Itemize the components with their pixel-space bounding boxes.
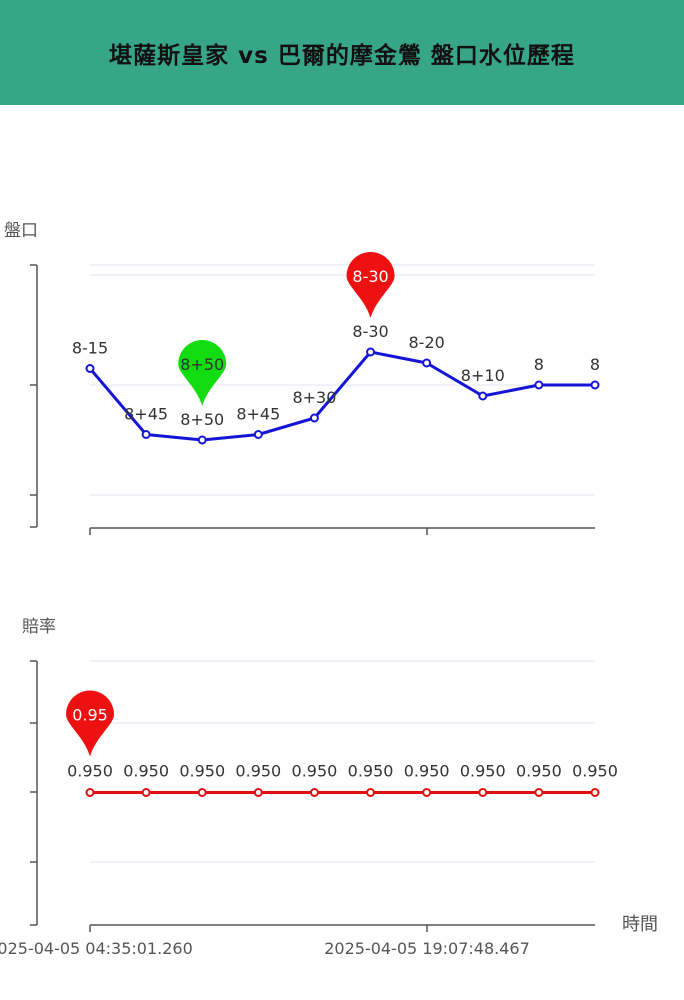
top-min-pin-label: 8+50: [180, 355, 224, 374]
bottom-data-label: 0.950: [67, 762, 113, 781]
bottom-data-label: 0.950: [235, 762, 281, 781]
bottom-data-point: [590, 788, 600, 797]
top-data-point: [422, 358, 432, 368]
bottom-data-point: [141, 788, 151, 797]
bottom-data-label: 0.950: [123, 762, 169, 781]
bottom-max-pin: [66, 690, 114, 757]
bottom-data-label: 0.950: [348, 762, 394, 781]
top-data-label: 8-15: [72, 339, 108, 358]
bottom-y-axis-name: 賠率: [22, 617, 56, 637]
top-max-pin-label: 8-30: [352, 267, 388, 286]
top-data-label: 8+30: [292, 388, 336, 407]
top-series-line: [88, 350, 595, 442]
bottom-data-label: 0.950: [572, 762, 618, 781]
top-data-point: [253, 430, 263, 439]
top-data-point: [197, 435, 207, 445]
bottom-max-pin-label: 0.95: [72, 706, 108, 725]
bottom-data-point: [422, 788, 432, 797]
top-data-point: [141, 430, 151, 439]
top-data-point: [590, 380, 600, 390]
bottom-data-label: 0.950: [292, 762, 338, 781]
top-data-point: [309, 413, 319, 423]
top-data-point: [366, 347, 376, 357]
top-data-label: 8: [590, 355, 600, 374]
top-data-label: 8-30: [352, 322, 388, 341]
bottom-data-point: [85, 788, 95, 797]
bottom-data-label: 0.950: [460, 762, 506, 781]
bottom-data-label: 0.950: [404, 762, 450, 781]
top-data-label: 8-20: [409, 333, 445, 352]
bottom-data-point: [309, 788, 319, 797]
bottom-data-point: [197, 788, 207, 797]
top-data-label: 8+50: [180, 410, 224, 429]
bottom-data-point: [366, 788, 376, 797]
page-header: 堪薩斯皇家 vs 巴爾的摩金鶯 盤口水位歷程: [0, 0, 684, 105]
bottom-data-point: [534, 788, 544, 797]
top-data-label: 8+45: [124, 405, 168, 424]
x-tick-label: 2025-04-05 04:35:01.260: [0, 939, 193, 958]
top-min-pin: [178, 340, 227, 406]
bottom-data-point: [478, 788, 488, 797]
top-data-point: [85, 364, 95, 373]
top-y-axis-name: 盤口: [4, 221, 38, 241]
x-tick-label: 2025-04-05 19:07:48.467: [324, 939, 530, 958]
page-title: 堪薩斯皇家 vs 巴爾的摩金鶯 盤口水位歷程: [109, 42, 575, 69]
x-axis-name: 時間: [622, 914, 658, 935]
top-data-label: 8: [534, 355, 544, 374]
bottom-data-label: 0.950: [179, 762, 225, 781]
top-data-point: [478, 391, 488, 401]
bottom-data-point: [253, 788, 263, 797]
top-data-point: [534, 380, 544, 390]
bottom-data-label: 0.950: [516, 762, 562, 781]
top-data-label: 8+45: [236, 405, 280, 424]
top-data-label: 8+10: [461, 366, 505, 385]
top-max-pin: [346, 252, 395, 318]
